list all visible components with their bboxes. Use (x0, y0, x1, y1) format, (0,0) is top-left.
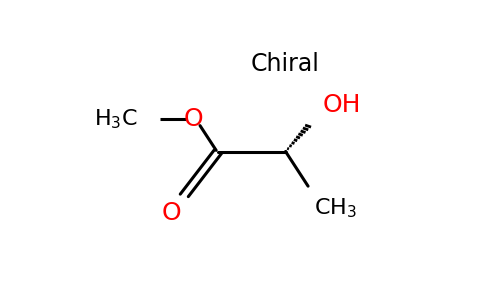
Text: O: O (161, 201, 181, 225)
Text: Chiral: Chiral (251, 52, 320, 76)
Text: O: O (184, 107, 203, 131)
Text: OH: OH (323, 93, 362, 117)
Text: CH$_3$: CH$_3$ (314, 196, 357, 220)
Text: H$_3$C: H$_3$C (94, 107, 138, 131)
